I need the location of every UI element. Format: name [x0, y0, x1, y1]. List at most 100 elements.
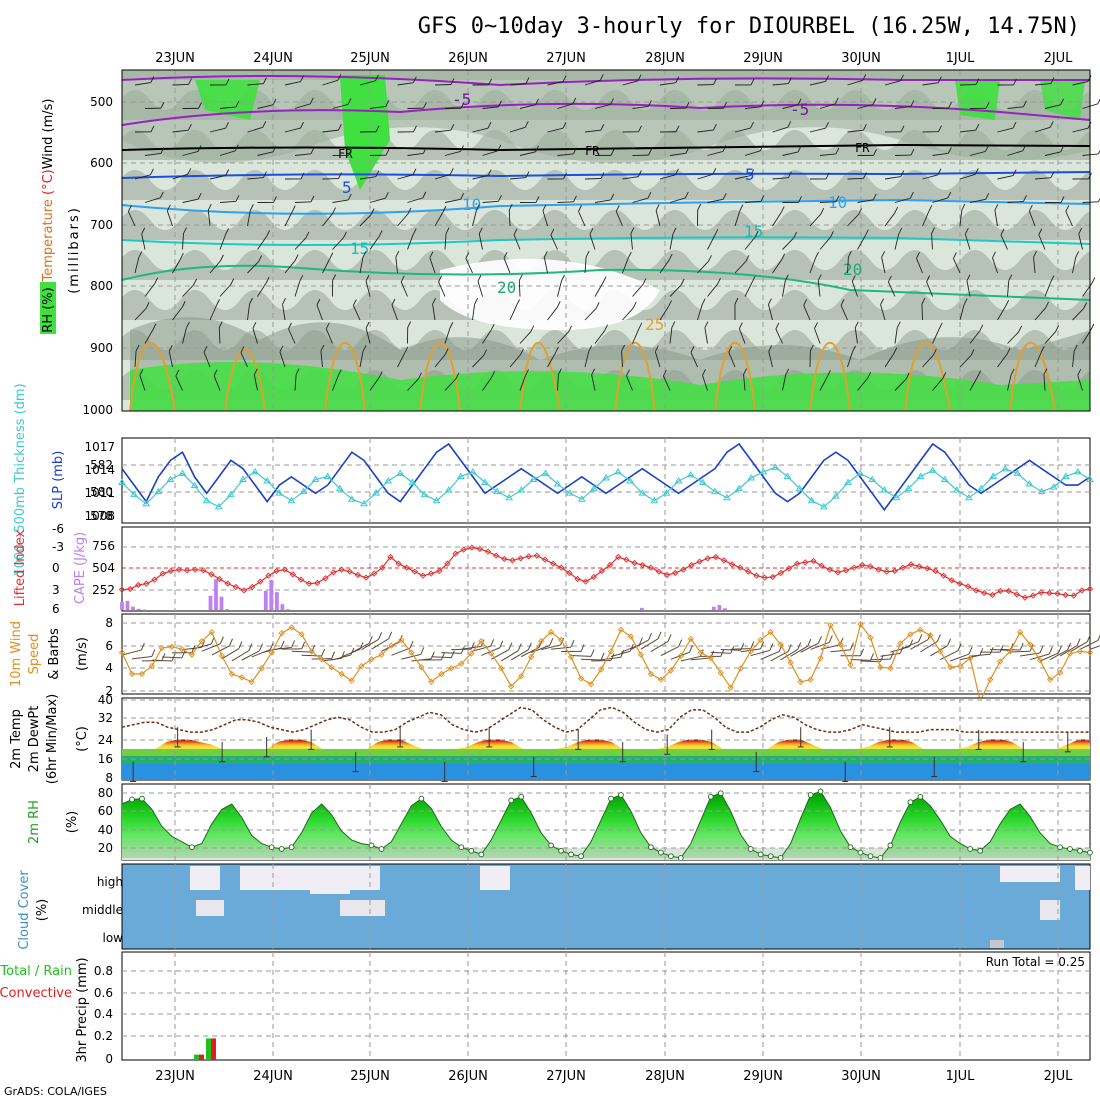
upper-barb-flag — [685, 147, 690, 154]
upper-barb-flag — [300, 172, 305, 180]
upper-barb-flag — [138, 251, 143, 258]
upper-barb-flag — [187, 123, 192, 131]
upper-barb-flag — [979, 324, 984, 332]
wind-barb — [411, 658, 432, 662]
upper-barb — [728, 352, 736, 368]
wind-barb-flag — [610, 653, 615, 661]
upper-barb-flag — [781, 253, 785, 261]
li-point — [183, 567, 191, 574]
li-point — [850, 564, 858, 571]
upper-barb-flag — [150, 168, 154, 176]
contour-label-5: 5 — [342, 178, 352, 197]
upper-barb-flag — [407, 207, 412, 215]
upper-barb-flag — [432, 297, 436, 305]
wind-barb — [1020, 652, 1040, 657]
wind-barb-flag — [750, 641, 755, 649]
upper-barb — [697, 261, 709, 274]
upper-barb-flag — [249, 204, 254, 211]
wind-point — [857, 620, 864, 628]
thickness-point — [432, 496, 441, 504]
upper-barb — [997, 175, 1014, 180]
label-2m-rh: 2m RH — [27, 800, 42, 844]
upper-barb — [478, 233, 483, 250]
ytick-precip-0.8: 0.8 — [94, 964, 113, 978]
upper-barb — [547, 81, 564, 86]
upper-barb-flag — [1038, 228, 1043, 235]
upper-barb-flag — [760, 195, 765, 202]
rh-point — [807, 792, 814, 798]
upper-barb — [519, 375, 526, 391]
thickness-point — [977, 484, 985, 492]
upper-barb-flag — [1083, 302, 1088, 309]
upper-barb-flag — [141, 227, 146, 235]
upper-barb-flag — [768, 345, 773, 352]
upper-barb-flag — [535, 196, 540, 203]
wind-point — [957, 662, 964, 670]
upper-barb-flag — [282, 297, 286, 305]
upper-barb — [594, 104, 611, 109]
upper-barb-flag — [797, 98, 802, 105]
upper-barb-flag — [519, 348, 524, 356]
upper-barb — [1007, 150, 1023, 156]
thickness-point — [529, 475, 538, 482]
upper-barb-flag — [600, 172, 605, 179]
upper-barb-flag — [1008, 274, 1013, 281]
wind-point — [677, 652, 684, 660]
thickness-point — [1074, 467, 1082, 475]
cape-bar — [214, 579, 218, 610]
li-point — [200, 567, 207, 574]
wind-barb — [131, 655, 152, 660]
upper-barb-flag — [263, 171, 267, 178]
upper-barb — [964, 234, 971, 250]
upper-barb — [472, 175, 489, 180]
upper-barb-flag — [554, 346, 559, 354]
thickness-point — [686, 470, 695, 478]
rh-point — [817, 788, 824, 795]
ytick-precip-0.6: 0.6 — [94, 986, 113, 1000]
rh-legend-swatch — [40, 282, 56, 334]
upper-barb — [1044, 104, 1061, 109]
upper-barb — [557, 201, 574, 203]
upper-barb-flag — [572, 97, 577, 104]
upper-barb-flag — [750, 169, 755, 176]
wind-point — [657, 676, 665, 683]
li-point — [460, 546, 467, 553]
upper-barb-flag — [948, 101, 952, 109]
upper-barb-flag — [299, 275, 304, 282]
rh-point — [707, 793, 714, 800]
upper-barb — [509, 83, 526, 86]
upper-barb — [294, 281, 301, 297]
upper-barb-flag — [294, 254, 299, 261]
upper-barb — [400, 281, 408, 297]
bottom-date-axis: 23JUN 24JUN 25JUN 26JUN 27JUN 28JUN 29JU… — [155, 1069, 1073, 1084]
upper-barb — [969, 150, 986, 156]
upper-barb — [294, 374, 297, 391]
li-point — [663, 571, 671, 579]
upper-barb — [369, 377, 380, 391]
li-point — [720, 557, 728, 564]
upper-barb — [182, 327, 187, 344]
upper-barb — [509, 126, 526, 133]
upper-barb — [438, 281, 446, 297]
upper-barb-flag — [602, 276, 607, 283]
wind-barb — [650, 640, 669, 653]
temp-minmax-whiskers — [130, 727, 1071, 782]
label-6hr-minmax: (6hr Min/Max) — [45, 694, 60, 784]
upper-barb-flag — [610, 149, 615, 156]
upper-barb-flag — [680, 278, 685, 286]
upper-barb — [840, 305, 848, 321]
cape-bar — [286, 609, 290, 610]
wind-barb — [790, 645, 809, 657]
upper-barb-flag — [910, 148, 915, 156]
upper-barb-flag — [150, 76, 155, 83]
bottom-date-1jul: 1JUL — [946, 1069, 976, 1084]
label-wind-unit: (m/s) — [75, 637, 90, 671]
li-point — [566, 569, 573, 577]
wind-point — [667, 667, 675, 674]
upper-barb — [744, 106, 761, 109]
upper-barb-flag — [235, 100, 240, 108]
wind-barb — [1079, 639, 1099, 650]
upper-barb — [772, 126, 788, 133]
upper-barb-flag — [638, 125, 642, 132]
upper-barb — [922, 174, 939, 180]
